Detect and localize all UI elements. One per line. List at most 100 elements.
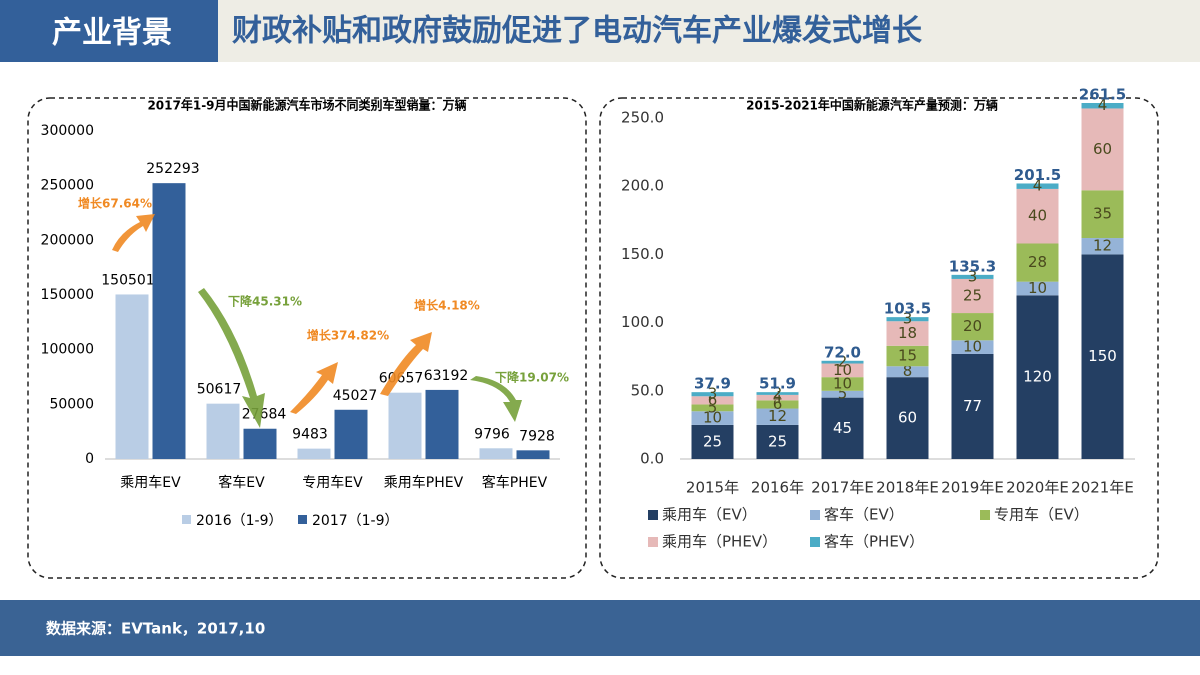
data-label: 10	[833, 374, 852, 392]
chart-title: 2017年1-9月中国新能源汽车市场不同类别车型销量：万辆	[147, 98, 466, 113]
x-tick-label: 2019年E	[941, 479, 1004, 497]
data-label: 9796	[474, 426, 510, 442]
y-tick-label: 150000	[41, 287, 94, 303]
data-label: 4	[773, 388, 783, 406]
data-label: 60	[898, 409, 917, 427]
bar	[388, 392, 422, 459]
bar-segment	[1081, 238, 1124, 255]
bar-segment	[821, 360, 864, 364]
bar-segment	[951, 274, 994, 279]
bar	[334, 409, 368, 459]
bar-segment	[1016, 183, 1059, 189]
x-tick-label: 2016年	[751, 479, 804, 497]
data-label: 8	[903, 362, 913, 380]
data-label: 10	[703, 409, 722, 427]
bar	[516, 450, 550, 459]
x-tick-label: 乘用车PHEV	[384, 474, 464, 491]
data-label: 45027	[333, 388, 378, 404]
bar-segment	[691, 396, 734, 405]
bar	[425, 389, 459, 459]
x-tick-label: 专用车EV	[302, 474, 363, 491]
bar-segment	[756, 424, 799, 459]
bar	[479, 448, 513, 459]
y-tick-label: 50.0	[631, 381, 664, 399]
legend-swatch	[810, 510, 820, 520]
chart-title: 2015-2021年中国新能源汽车产量预测：万辆	[746, 98, 998, 113]
data-label: 12	[1093, 237, 1112, 255]
data-label: 60	[1093, 140, 1112, 158]
bar-segment	[1081, 254, 1124, 459]
data-label: 12	[768, 407, 787, 425]
legend-swatch	[810, 537, 820, 547]
footer-source: 数据来源：EVTank，2017,10	[46, 620, 265, 638]
data-label: 63192	[424, 368, 469, 384]
legend-swatch	[648, 537, 658, 547]
bar-segment	[821, 377, 864, 391]
data-label: 150501	[101, 272, 154, 288]
annotation: 增长67.64%	[78, 196, 152, 211]
bar-segment	[1081, 108, 1124, 191]
bar	[206, 403, 240, 459]
annotation: 下降19.07%	[495, 370, 569, 385]
legend-swatch	[182, 515, 191, 524]
header-title: 财政补贴和政府鼓励促进了电动汽车产业爆发式增长	[232, 14, 922, 49]
total-label: 51.9	[759, 375, 796, 393]
bar-segment	[821, 363, 864, 378]
data-label: 120	[1023, 368, 1052, 386]
legend-label: 2016（1-9）	[196, 513, 283, 529]
right-panel	[599, 97, 1159, 579]
y-tick-label: 250.0	[621, 109, 664, 127]
data-label: 77	[963, 397, 982, 415]
data-label: 15	[898, 347, 917, 365]
x-tick-label: 客车EV	[218, 474, 265, 491]
data-label: 252293	[146, 161, 199, 177]
bar-segment	[691, 424, 734, 459]
bar-segment	[1081, 190, 1124, 239]
arrow	[290, 362, 338, 414]
total-label: 135.3	[949, 257, 996, 275]
bar-segment	[756, 392, 799, 395]
data-label: 25	[768, 432, 787, 450]
x-tick-label: 乘用车EV	[120, 474, 181, 491]
bar-segment	[886, 317, 929, 322]
x-tick-label: 2018年E	[876, 479, 939, 497]
legend-swatch	[298, 515, 307, 524]
bar-segment	[691, 411, 734, 425]
y-tick-label: 250000	[41, 178, 94, 194]
arrow	[198, 288, 265, 428]
bar-segment	[886, 377, 929, 459]
data-label: 27684	[242, 407, 287, 423]
legend-label: 专用车（EV）	[994, 506, 1089, 524]
y-tick-label: 50000	[49, 396, 94, 412]
bar-segment	[1016, 243, 1059, 282]
data-label: 40	[1028, 207, 1047, 225]
annotation: 下降45.31%	[228, 294, 302, 309]
annotation: 增长374.82%	[307, 328, 389, 343]
data-label: 3	[968, 267, 978, 285]
bar-segment	[821, 397, 864, 459]
bar-segment	[886, 366, 929, 378]
total-label: 201.5	[1014, 166, 1061, 184]
y-tick-label: 0.0	[640, 450, 664, 468]
y-tick-label: 200.0	[621, 177, 664, 195]
total-label: 72.0	[824, 343, 861, 361]
y-tick-label: 100000	[41, 342, 94, 358]
data-label: 20	[963, 317, 982, 335]
bar-segment	[691, 404, 734, 412]
y-tick-label: 200000	[41, 232, 94, 248]
left-panel	[27, 97, 587, 579]
bar-segment	[951, 278, 994, 314]
bar-segment	[756, 394, 799, 401]
data-label: 35	[1093, 205, 1112, 223]
legend-label: 乘用车（EV）	[662, 506, 757, 524]
header-tag: 产业背景	[52, 16, 172, 51]
legend-swatch	[648, 510, 658, 520]
bar-segment	[886, 321, 929, 346]
data-label: 4	[1033, 177, 1043, 195]
y-tick-label: 300000	[41, 123, 94, 139]
header-tag-box	[0, 0, 218, 62]
data-label: 2	[838, 353, 848, 371]
arrow	[112, 214, 155, 252]
data-label: 28	[1028, 253, 1047, 271]
